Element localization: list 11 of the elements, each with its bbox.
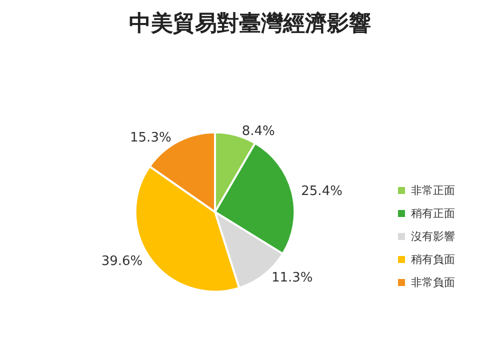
legend-label: 非常正面 — [411, 184, 455, 197]
data-label: 25.4% — [301, 184, 342, 200]
legend-label: 稍有正面 — [411, 207, 455, 220]
legend-label: 稍有負面 — [411, 253, 455, 266]
legend-label: 沒有影響 — [411, 230, 455, 243]
data-label: 39.6% — [101, 254, 143, 270]
data-label: 15.3% — [130, 130, 172, 146]
chart-title: 中美貿易對臺灣經濟影響 — [129, 10, 371, 36]
data-label: 8.4% — [242, 124, 275, 139]
legend-label: 非常負面 — [411, 276, 455, 289]
data-label: 11.3% — [271, 270, 313, 286]
